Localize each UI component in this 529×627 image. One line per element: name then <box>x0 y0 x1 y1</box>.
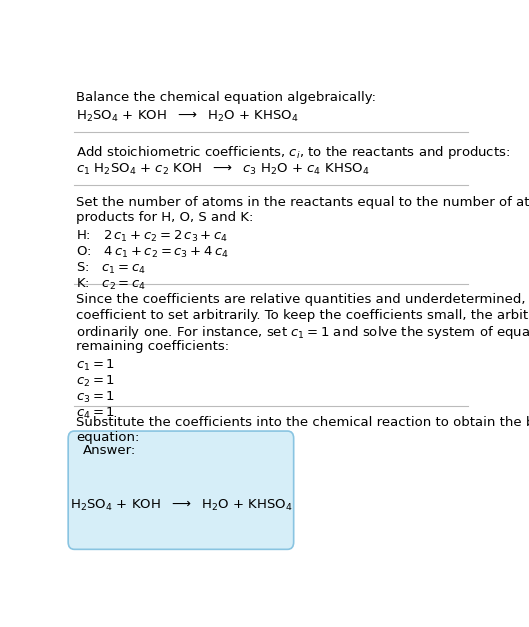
Text: H:   $2\,c_1 + c_2 = 2\,c_3 + c_4$: H: $2\,c_1 + c_2 = 2\,c_3 + c_4$ <box>76 229 229 244</box>
FancyBboxPatch shape <box>68 431 294 549</box>
Text: $c_1$ $\mathregular{H_2SO_4}$ + $c_2$ KOH  $\longrightarrow$  $c_3$ $\mathregula: $c_1$ $\mathregular{H_2SO_4}$ + $c_2$ KO… <box>76 162 370 177</box>
Text: $c_2 = 1$: $c_2 = 1$ <box>76 374 115 389</box>
Text: Since the coefficients are relative quantities and underdetermined, choose a: Since the coefficients are relative quan… <box>76 293 529 307</box>
Text: Add stoichiometric coefficients, $c_i$, to the reactants and products:: Add stoichiometric coefficients, $c_i$, … <box>76 144 510 161</box>
Text: Answer:: Answer: <box>84 444 136 457</box>
Text: remaining coefficients:: remaining coefficients: <box>76 340 230 353</box>
Text: products for H, O, S and K:: products for H, O, S and K: <box>76 211 254 224</box>
Text: O:   $4\,c_1 + c_2 = c_3 + 4\,c_4$: O: $4\,c_1 + c_2 = c_3 + 4\,c_4$ <box>76 245 229 260</box>
Text: K:   $c_2 = c_4$: K: $c_2 = c_4$ <box>76 277 147 292</box>
Text: $c_4 = 1$: $c_4 = 1$ <box>76 406 115 421</box>
Text: S:   $c_1 = c_4$: S: $c_1 = c_4$ <box>76 261 147 276</box>
Text: $\mathregular{H_2SO_4}$ + KOH  $\longrightarrow$  $\mathregular{H_2O}$ + $\mathr: $\mathregular{H_2SO_4}$ + KOH $\longrigh… <box>76 109 299 124</box>
Text: coefficient to set arbitrarily. To keep the coefficients small, the arbitrary va: coefficient to set arbitrarily. To keep … <box>76 309 529 322</box>
Text: ordinarily one. For instance, set $c_1 = 1$ and solve the system of equations fo: ordinarily one. For instance, set $c_1 =… <box>76 324 529 341</box>
Text: Balance the chemical equation algebraically:: Balance the chemical equation algebraica… <box>76 91 376 103</box>
Text: equation:: equation: <box>76 431 140 444</box>
Text: $c_1 = 1$: $c_1 = 1$ <box>76 358 115 373</box>
Text: Set the number of atoms in the reactants equal to the number of atoms in the: Set the number of atoms in the reactants… <box>76 196 529 209</box>
Text: $c_3 = 1$: $c_3 = 1$ <box>76 390 115 405</box>
Text: Substitute the coefficients into the chemical reaction to obtain the balanced: Substitute the coefficients into the che… <box>76 416 529 429</box>
Text: $\mathregular{H_2SO_4}$ + KOH  $\longrightarrow$  $\mathregular{H_2O}$ + $\mathr: $\mathregular{H_2SO_4}$ + KOH $\longrigh… <box>70 498 292 514</box>
